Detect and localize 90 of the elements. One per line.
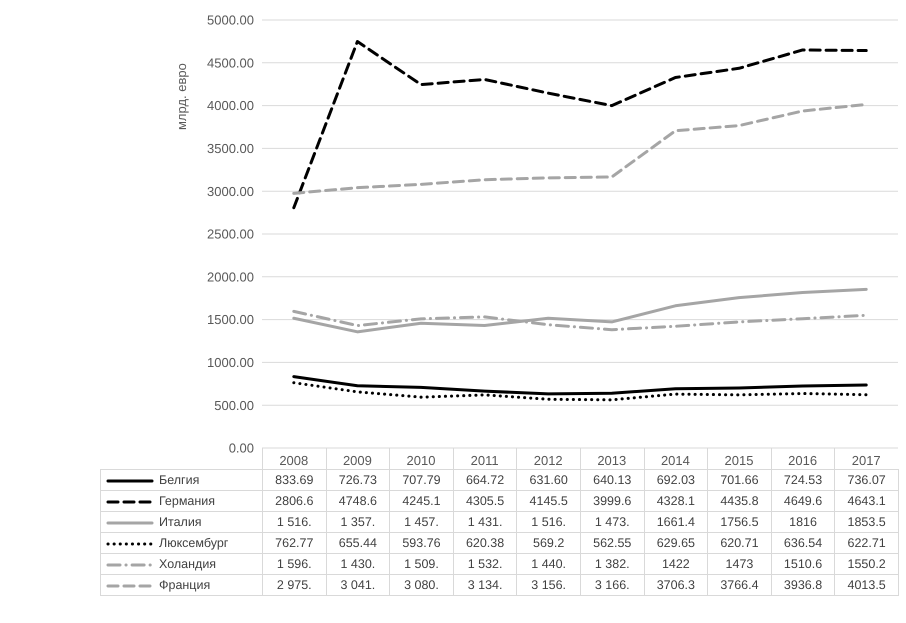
x-tick-label: 2009 [342,453,372,468]
x-tick-label: 2015 [724,453,754,468]
data-label: 631.60 [516,470,580,490]
legend-label: Люксембург [159,536,228,550]
data-label: 1756.5 [708,512,772,532]
data-label: 2 975. [262,574,326,596]
data-label: 4748.6 [326,490,390,512]
legend-label: Белгия [159,473,200,487]
data-label: 3 080. [390,574,454,596]
y-tick-label: 0.00 [228,440,254,456]
data-label: 1 431. [453,512,517,532]
data-label: 1473 [708,554,772,574]
data-label: 3 156. [516,574,580,596]
data-label: 1550.2 [834,554,898,574]
data-label: 3 134. [453,574,517,596]
y-tick-label: 3000.00 [207,184,254,199]
data-label: 569.2 [516,532,580,554]
data-label: 1 596. [262,554,326,574]
data-label: 4328.1 [644,490,708,512]
y-tick-label: 1500.00 [207,312,254,328]
data-label: 4245.1 [390,490,454,512]
data-label: 1 440. [516,554,580,574]
data-label: 1 473. [580,512,644,532]
data-label: 620.38 [453,532,517,554]
x-tick-label: 2008 [279,453,308,468]
data-label: 3999.6 [580,490,644,512]
y-tick-label: 2000.00 [207,269,254,284]
data-label: 3936.8 [771,574,835,596]
y-tick-label: 500.00 [214,398,254,413]
legend-label: Италия [159,515,202,529]
data-label: 4649.6 [771,490,835,512]
y-axis-title: млрд. евро [173,63,190,130]
data-label: 1 457. [390,512,454,532]
data-label: 701.66 [708,470,772,490]
legend-label: Франция [159,578,210,592]
data-label: 833.69 [262,470,326,490]
data-label: 562.55 [580,532,644,554]
data-label: 1510.6 [771,554,835,574]
data-label: 692.03 [644,470,708,490]
data-label: 1 382. [580,554,644,574]
y-tick-label: 3500.00 [207,141,254,156]
y-tick-label: 2500.00 [207,226,254,242]
y-tick-label: 5000.00 [207,12,254,28]
data-label: 640.13 [580,470,644,490]
data-label: 1 532. [453,554,517,574]
data-label: 726.73 [326,470,390,490]
data-label: 3766.4 [708,574,772,596]
data-label: 4013.5 [834,574,898,596]
data-label: 3 166. [580,574,644,596]
data-label: 636.54 [771,532,835,554]
data-label: 1816 [771,512,835,532]
data-label: 762.77 [262,532,326,554]
x-tick-label: 2013 [597,453,626,468]
data-label: 4435.8 [708,490,772,512]
data-label: 736.07 [834,470,898,490]
y-tick-label: 4500.00 [207,55,254,70]
data-label: 4305.5 [453,490,517,512]
data-label: 622.71 [834,532,898,554]
data-label: 1853.5 [834,512,898,532]
line-series [292,288,868,334]
data-label: 629.65 [644,532,708,554]
x-tick-label: 2011 [470,453,499,468]
x-tick-label: 2010 [406,453,436,468]
data-label: 620.71 [708,532,772,554]
data-label: 1661.4 [644,512,708,532]
data-label: 664.72 [453,470,517,490]
x-tick-label: 2014 [660,453,690,468]
data-label: 4643.1 [834,490,898,512]
data-label: 1 509. [390,554,454,574]
data-label: 1422 [644,554,708,574]
data-label: 655.44 [326,532,390,554]
legend-label: Холандия [159,557,216,571]
y-tick-label: 1000.00 [207,355,254,370]
data-label: 593.76 [390,532,454,554]
data-label: 1 430. [326,554,390,574]
x-tick-label: 2017 [852,453,881,468]
data-label: 1 357. [326,512,390,532]
data-label: 2806.6 [262,490,326,512]
y-tick-label: 4000.00 [207,98,254,114]
data-label: 1 516. [516,512,580,532]
data-label: 4145.5 [516,490,580,512]
data-label: 3 041. [326,574,390,596]
data-label: 724.53 [771,470,835,490]
x-tick-label: 2016 [788,453,818,468]
legend-label: Германия [159,494,216,508]
x-tick-label: 2012 [534,453,563,468]
data-label: 1 516. [262,512,326,532]
line-series [292,40,868,210]
data-label: 3706.3 [644,574,708,596]
data-label: 707.79 [390,470,454,490]
